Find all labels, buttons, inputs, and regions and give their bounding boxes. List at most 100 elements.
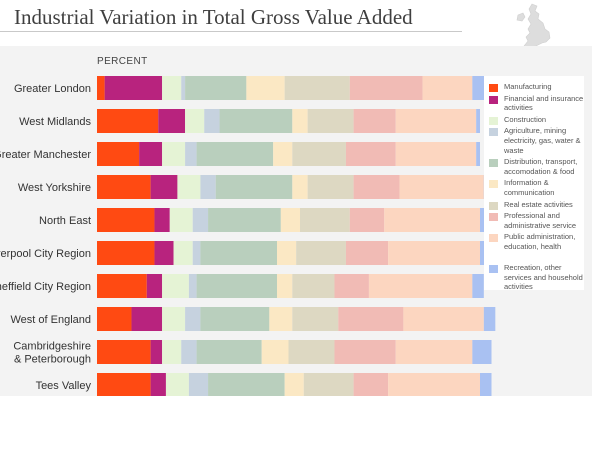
bar-segment (476, 109, 480, 133)
legend-label: Agriculture, mining electricity, gas, wa… (504, 126, 581, 155)
bar-segment (162, 76, 182, 100)
category-label: Greater London (14, 83, 91, 95)
legend-label: Manufacturing (504, 82, 552, 91)
bar-segment (292, 175, 308, 199)
category-label: Greater Manchester (0, 149, 91, 161)
bar-segment (219, 109, 293, 133)
bar-segment (307, 109, 354, 133)
legend-label: Financial and insurance activities (504, 93, 584, 113)
bar-segment (97, 307, 132, 331)
legend-swatch (489, 265, 498, 274)
bar-segment (472, 274, 484, 298)
bar-segment (204, 109, 220, 133)
bar-segment (146, 274, 163, 298)
bar-segment (188, 274, 197, 298)
bar-segment (273, 142, 293, 166)
bar-segment (181, 340, 197, 364)
bar-segment (185, 76, 247, 100)
bar-segment (162, 142, 186, 166)
bar-segment (353, 373, 389, 396)
bar-segment (288, 340, 335, 364)
bar-segment (185, 307, 201, 331)
bar-segment (173, 241, 193, 265)
bar-segment (349, 208, 385, 232)
category-label: Cambridgeshire (13, 341, 91, 353)
bar-segment (334, 340, 396, 364)
bar-segment (97, 340, 151, 364)
bar-segment (345, 241, 389, 265)
bar-segment (215, 175, 293, 199)
legend-label: Distribution, transport, accomodation & … (504, 157, 578, 176)
bar-segment (384, 208, 480, 232)
bar-segment (368, 274, 473, 298)
bar-segment (395, 109, 477, 133)
bar-segment (154, 241, 174, 265)
legend-swatch (489, 213, 498, 222)
bar-segment (353, 175, 400, 199)
bar-segment (299, 208, 350, 232)
bar-segment (292, 307, 339, 331)
bar-segment (345, 142, 396, 166)
bar-segment (97, 142, 140, 166)
bar-segment (200, 307, 270, 331)
legend-swatch (489, 180, 498, 189)
bar-segment (97, 373, 151, 396)
legend-label: Public administration, education, health (504, 232, 576, 251)
y-axis-unit-label: PERCENT (97, 56, 148, 67)
bar-segment (388, 373, 480, 396)
bar-segment (150, 373, 166, 396)
bar-segment (292, 109, 308, 133)
bar-segment (181, 76, 186, 100)
bar-segment (472, 340, 492, 364)
bar-segment (422, 76, 473, 100)
bar-segment (280, 208, 300, 232)
category-labels: Greater London West Midlands Greater Manch… (0, 83, 91, 392)
bar-segment (200, 241, 278, 265)
bar-segment (277, 241, 297, 265)
bar-segment (162, 340, 182, 364)
bar-segment (395, 142, 477, 166)
chart-title: Industrial Variation in Total Gross Valu… (14, 5, 413, 29)
bar-segment (277, 274, 293, 298)
legend-swatch (489, 116, 498, 125)
bar-segment (349, 76, 423, 100)
bar-segment (480, 373, 492, 396)
bar-segment (269, 307, 293, 331)
bar-segment (292, 274, 335, 298)
bar-segment (196, 340, 262, 364)
stacked-bar-chart: Greater London West Midlands Greater Manch… (0, 56, 500, 396)
bar-segment (192, 208, 209, 232)
bar-segment (476, 142, 480, 166)
bar-segment (208, 373, 285, 396)
bar-segment (296, 241, 346, 265)
bar-segment (162, 307, 186, 331)
bar-segment (97, 274, 147, 298)
bar-segment (246, 76, 285, 100)
bar-segment (303, 373, 354, 396)
bar-segment (139, 142, 163, 166)
legend: Manufacturing Financial and insurance act… (484, 76, 584, 292)
bar-segment (158, 109, 186, 133)
category-label: West Midlands (19, 116, 91, 128)
bar-segment (150, 175, 178, 199)
bar-segment (150, 340, 163, 364)
bars-layer (97, 76, 500, 396)
bar-segment (97, 241, 155, 265)
bar-segment (483, 307, 496, 331)
bar-segment (307, 175, 354, 199)
bar-segment (334, 274, 369, 298)
category-label: & Peterborough (14, 354, 91, 366)
uk-map-icon (516, 3, 551, 48)
legend-label: Professional and administrative service (504, 211, 577, 230)
bar-segment (188, 373, 209, 396)
bar-segment (104, 76, 163, 100)
bar-segment (196, 274, 278, 298)
legend-label: Recreation, other services and household… (504, 263, 583, 292)
bar-segment (97, 76, 105, 100)
legend-swatch (489, 159, 498, 168)
bar-segment (353, 109, 396, 133)
category-label: Sheffield City Region (0, 281, 91, 293)
category-label: West Yorkshire (18, 182, 91, 194)
legend-label: Real estate activities (504, 199, 573, 209)
bar-segment (185, 109, 205, 133)
